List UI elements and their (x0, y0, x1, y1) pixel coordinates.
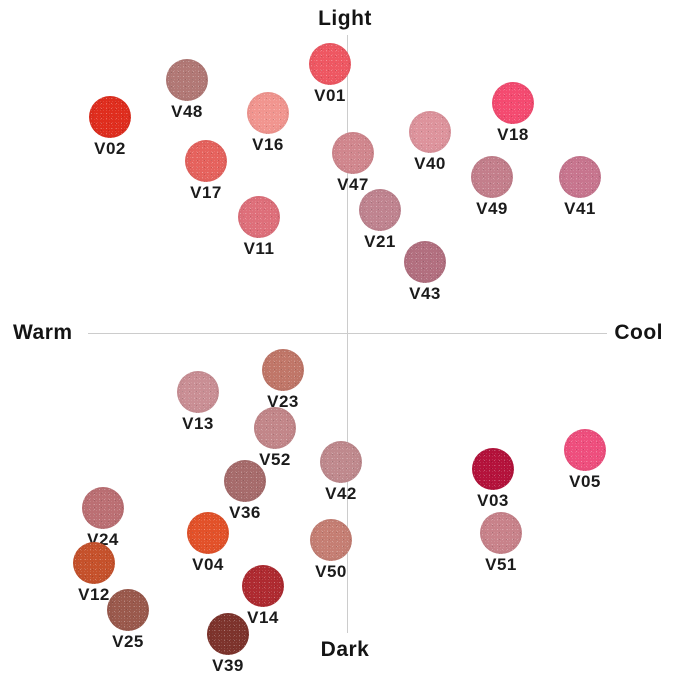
shade-label: V11 (243, 239, 275, 258)
shade-dot (185, 140, 227, 182)
shade-label: V18 (497, 125, 529, 144)
axis-label-cool: Cool (614, 321, 663, 344)
shade-dot (89, 96, 131, 138)
shade-dot (310, 519, 352, 561)
shade-label: V03 (477, 491, 509, 510)
shade-label: V48 (171, 102, 203, 121)
shade-dot (73, 542, 115, 584)
shade-label: V13 (182, 414, 214, 433)
shade-label: V39 (212, 656, 244, 675)
shade-label: V47 (337, 175, 369, 194)
shade-dot (492, 82, 534, 124)
shade-dot (238, 196, 280, 238)
shade-dot (409, 111, 451, 153)
shade-label: V05 (569, 472, 601, 491)
shade-dot (242, 565, 284, 607)
shade-dot (332, 132, 374, 174)
shade-dot (224, 460, 266, 502)
shade-dot (320, 441, 362, 483)
shade-label: V16 (252, 135, 284, 154)
axis-label-dark: Dark (320, 638, 370, 661)
shade-label: V01 (314, 86, 346, 105)
shade-dot (82, 487, 124, 529)
shade-dot (309, 43, 351, 85)
shade-dot (472, 448, 514, 490)
shade-dot (207, 613, 249, 655)
shade-dot (254, 407, 296, 449)
shade-label: V36 (229, 503, 261, 522)
shade-dot (564, 429, 606, 471)
shade-dot (359, 189, 401, 231)
shade-label: V21 (364, 232, 396, 251)
shade-label: V12 (78, 585, 110, 604)
shade-label: V04 (192, 555, 224, 574)
shade-label: V23 (267, 392, 299, 411)
shade-label: V17 (190, 183, 222, 202)
shade-dot (177, 371, 219, 413)
shade-label: V25 (112, 632, 144, 651)
shade-dot (262, 349, 304, 391)
shade-dot (404, 241, 446, 283)
shade-label: V50 (315, 562, 347, 581)
shade-label: V42 (325, 484, 357, 503)
shade-dot (559, 156, 601, 198)
shade-label: V49 (476, 199, 508, 218)
shade-label: V41 (564, 199, 596, 218)
vertical-axis-line (347, 35, 348, 633)
axis-label-light: Light (318, 7, 372, 30)
shade-dot (247, 92, 289, 134)
axis-label-warm: Warm (13, 321, 73, 344)
shade-label: V51 (485, 555, 517, 574)
shade-label: V43 (409, 284, 441, 303)
shade-dot (107, 589, 149, 631)
shade-label: V52 (259, 450, 291, 469)
shade-label: V02 (94, 139, 126, 158)
shade-dot (166, 59, 208, 101)
shade-label: V40 (414, 154, 446, 173)
shade-label: V14 (247, 608, 279, 627)
shade-dot (471, 156, 513, 198)
shade-dot (187, 512, 229, 554)
shade-dot (480, 512, 522, 554)
